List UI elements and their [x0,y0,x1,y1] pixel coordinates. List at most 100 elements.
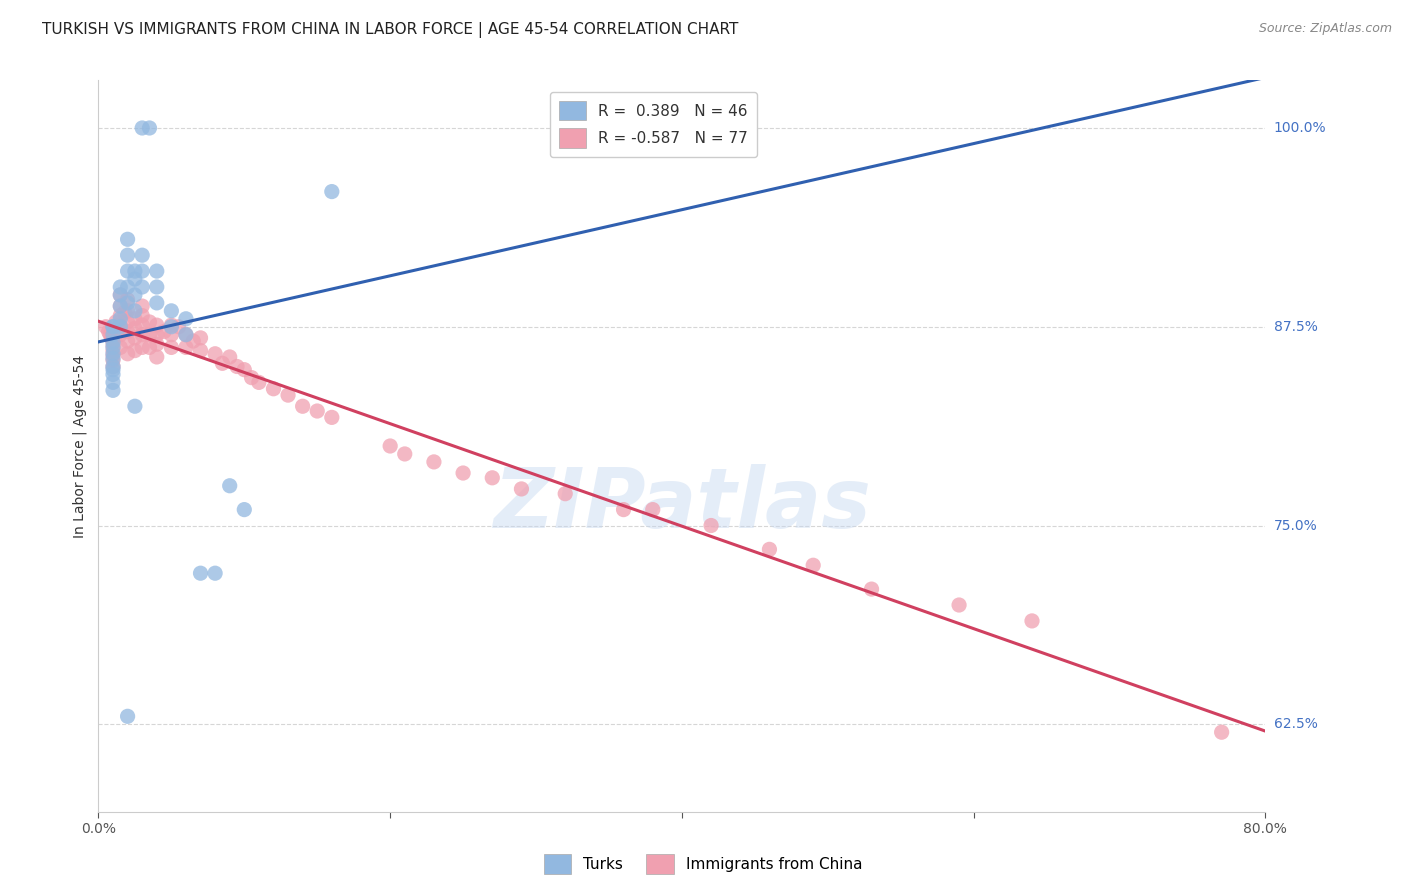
Point [110,299,132,313]
Point [97,325,120,339]
Point [117,293,139,307]
Point [138,120,160,135]
Point [146,350,169,364]
Text: 100.0%: 100.0% [1274,121,1326,135]
Point [124,288,146,302]
Point [160,340,183,354]
Point [110,319,132,334]
Point [423,455,446,469]
Point [160,327,183,342]
Point [110,318,132,333]
Point [101,376,124,390]
Point [124,303,146,318]
Point [174,311,197,326]
Point [204,347,226,361]
Point [190,343,212,358]
Point [124,311,146,326]
Point [101,335,124,350]
Point [321,410,343,425]
Point [101,368,124,382]
Point [510,482,533,496]
Point [233,502,256,516]
Point [160,318,183,333]
Point [211,356,233,370]
Text: 75.0%: 75.0% [1274,518,1317,533]
Point [117,709,139,723]
Point [131,264,153,278]
Point [218,350,240,364]
Point [291,399,314,413]
Point [190,566,212,581]
Point [160,319,183,334]
Point [641,502,664,516]
Point [117,325,139,339]
Point [98,327,121,342]
Point [104,315,127,329]
Point [481,471,503,485]
Point [117,303,139,318]
Point [114,305,136,319]
Point [247,376,270,390]
Point [860,582,883,596]
Point [262,382,284,396]
Point [131,318,153,333]
Point [758,542,780,557]
Text: TURKISH VS IMMIGRANTS FROM CHINA IN LABOR FORCE | AGE 45-54 CORRELATION CHART: TURKISH VS IMMIGRANTS FROM CHINA IN LABO… [42,22,738,38]
Point [657,120,679,135]
Point [204,566,226,581]
Point [117,232,139,246]
Point [110,340,132,354]
Point [124,321,146,335]
Point [1211,725,1233,739]
Point [101,384,124,398]
Text: 87.5%: 87.5% [1274,319,1317,334]
Point [174,327,197,342]
Point [117,264,139,278]
Point [146,337,169,351]
Point [380,439,402,453]
Point [124,331,146,345]
Point [117,248,139,262]
Point [394,447,416,461]
Point [101,348,124,362]
Point [131,248,153,262]
Point [138,327,160,342]
Point [117,315,139,329]
Point [146,327,169,342]
Point [110,288,132,302]
Point [138,315,160,329]
Point [153,325,176,339]
Point [131,327,153,342]
Point [146,264,169,278]
Point [110,309,132,323]
Point [174,327,197,342]
Point [110,299,132,313]
Point [307,404,329,418]
Point [612,502,634,516]
Legend: R =  0.389   N = 46, R = -0.587   N = 77: R = 0.389 N = 46, R = -0.587 N = 77 [550,92,758,157]
Point [451,466,474,480]
Point [801,558,824,573]
Point [131,309,153,323]
Point [240,370,263,384]
Point [101,353,124,368]
Point [233,362,256,376]
Point [101,359,124,374]
Point [131,299,153,313]
Point [101,359,124,374]
Point [101,327,124,342]
Y-axis label: In Labor Force | Age 45-54: In Labor Force | Age 45-54 [73,354,87,538]
Point [700,518,723,533]
Point [117,347,139,361]
Point [94,319,117,334]
Point [948,598,970,612]
Point [174,340,197,354]
Point [124,264,146,278]
Point [146,318,169,333]
Point [321,185,343,199]
Point [277,388,299,402]
Text: Source: ZipAtlas.com: Source: ZipAtlas.com [1258,22,1392,36]
Point [124,343,146,358]
Point [131,120,153,135]
Point [101,339,124,353]
